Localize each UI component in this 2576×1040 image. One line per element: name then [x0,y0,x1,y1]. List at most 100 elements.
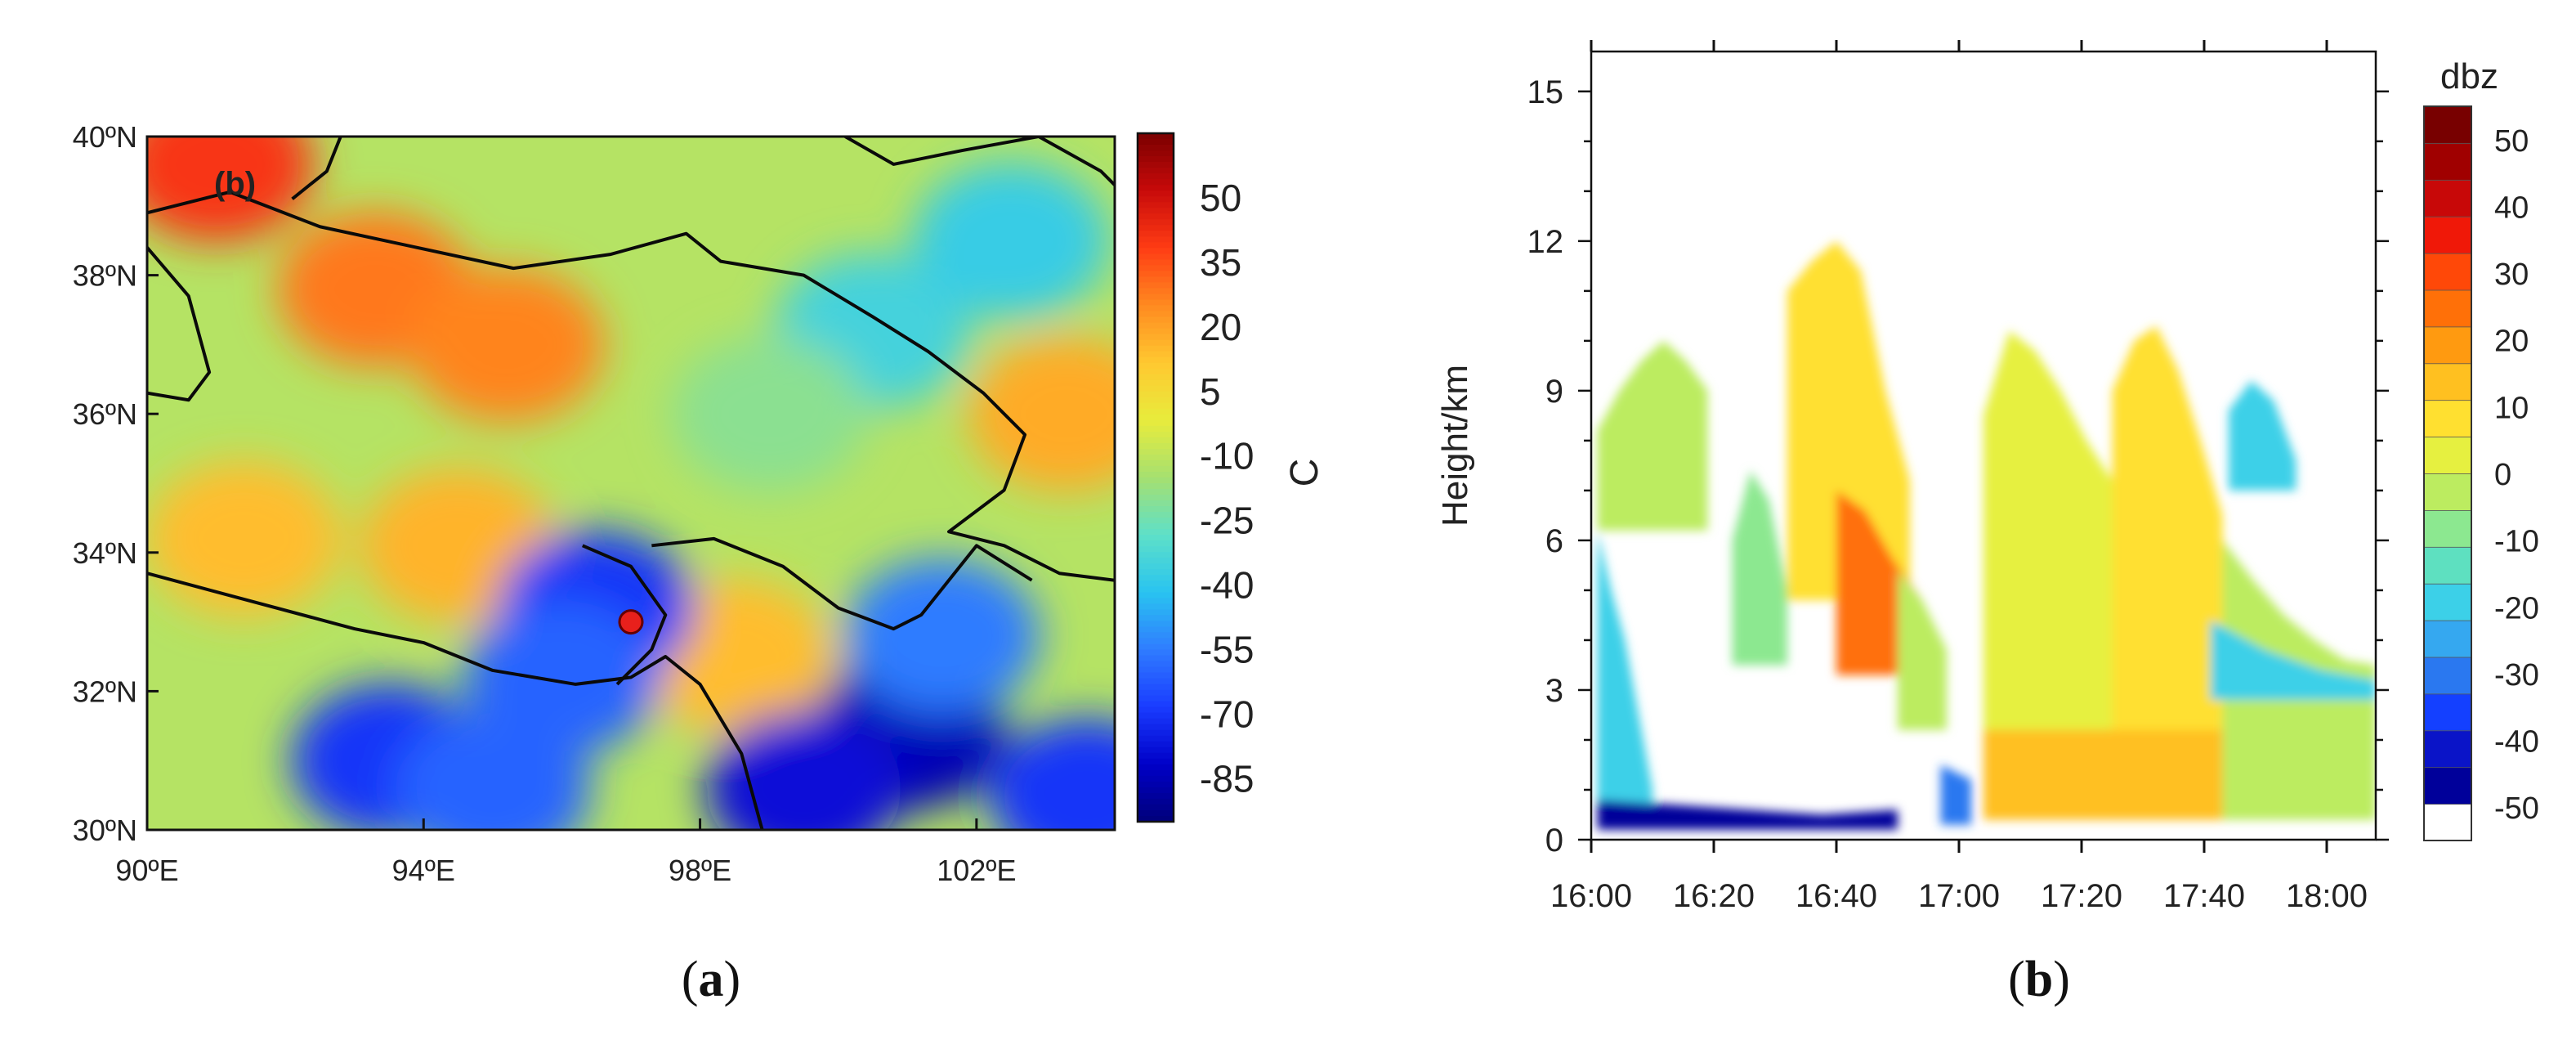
radar-x-axis: 16:00 16:20 16:40 17:00 17:20 17:40 18:00 [1550,40,2368,914]
colorbar-tick-label: 5 [1200,370,1221,413]
radar-y-axis: 0 3 6 9 12 15 [1527,74,2389,858]
colorbar-tick-label: -40 [1200,564,1254,607]
colorbar-swatch [1138,253,1174,261]
colorbar-swatch [1138,459,1174,467]
colorbar-swatch [1138,225,1174,232]
colorbar-bin [2423,216,2472,254]
colorbar-swatch [1138,305,1174,312]
colorbar-swatch [1138,798,1174,805]
colorbar-bin [2423,473,2472,511]
colorbar-swatch [1138,328,1174,335]
field-patch [989,717,1115,830]
colorbar-bin [2423,657,2472,695]
panel-b-radar: 16:00 16:20 16:40 17:00 17:20 17:40 18:00 0 3 6 9… [1435,40,2539,914]
colorbar-swatch [1138,368,1174,375]
colorbar-swatch [1138,414,1174,421]
colorbar-swatch [1138,139,1174,146]
colorbar-swatch [1138,609,1174,616]
echo-region [2210,620,2376,701]
colorbar-swatch [1138,775,1174,782]
colorbar-swatch [1138,356,1174,364]
y-tick-label: 12 [1527,224,1564,260]
boundary-line [291,137,342,200]
caption-b: (b) [2008,952,2070,1007]
colorbar-tick-label: -40 [2494,725,2539,760]
y-tick-label: 15 [1527,74,1564,110]
reflectivity-field [1597,240,2376,830]
echo-region [1597,800,1898,830]
colorbar-swatch [1138,477,1174,485]
colorbar-swatch [1138,724,1174,731]
colorbar-bin [2423,620,2472,658]
colorbar-swatch [1138,598,1174,605]
y-tick-label: 9 [1545,374,1563,410]
echo-region [1898,570,1947,730]
colorbar-swatch [1138,322,1174,329]
colorbar-swatch [1138,815,1174,823]
colorbar-bin [2423,583,2472,621]
x-tick-label: 102ºE [937,854,1016,887]
colorbar-swatch [1138,575,1174,582]
colorbar-swatch [1138,661,1174,668]
colorbar-bin [2423,142,2472,181]
colorbar-swatch [1138,632,1174,639]
x-tick-label: 17:20 [2041,878,2122,914]
colorbar-swatch [1138,202,1174,209]
x-tick-label: 90ºE [115,854,178,887]
colorbar-tick-label: 40 [2494,191,2529,225]
colorbar-bin [2423,766,2472,805]
y-tick-label: 6 [1545,523,1563,559]
echo-region [1597,340,1708,531]
colorbar-swatch [1138,518,1174,525]
colorbar-swatch [1138,265,1174,272]
colorbar-swatch [1138,569,1174,576]
colorbar-swatch [1138,558,1174,565]
colorbar-bin [2423,362,2472,401]
radar-frame [1590,50,2377,841]
colorbar-swatch [1138,540,1174,548]
colorbar-swatch [1138,621,1174,628]
colorbar-bin [2423,399,2472,438]
field-patch [705,711,902,830]
colorbar-swatch [1138,506,1174,513]
colorbar-swatch [1138,689,1174,697]
colorbar-swatch [1138,535,1174,542]
colorbar-swatch [1138,712,1174,719]
colorbar-swatch [1138,563,1174,571]
y-tick-label: 0 [1545,823,1563,858]
colorbar-swatch [1138,185,1174,192]
colorbar-tick-label: 20 [1200,306,1241,348]
colorbar-swatch [1138,529,1174,536]
colorbar-swatch [1138,339,1174,347]
temperature-field [147,137,1115,830]
colorbar-bin [2423,253,2472,291]
colorbar-swatch [1138,792,1174,800]
colorbar-swatch [1138,288,1174,295]
colorbar-swatch [1138,684,1174,691]
colorbar-swatch [1138,523,1174,531]
colorbar-swatch [1138,701,1174,708]
colorbar-swatch [1138,351,1174,358]
x-tick-label: 94ºE [392,854,455,887]
echo-region [1732,470,1787,666]
colorbar-swatch [1138,213,1174,221]
colorbar-tick-label: -30 [2494,658,2539,693]
colorbar-swatch [1138,495,1174,502]
colorbar-swatch [1138,781,1174,788]
field-patch [394,711,591,830]
colorbar-swatch [1138,483,1174,491]
colorbar-swatch [1138,156,1174,164]
colorbar-tick-label: 30 [2494,258,2529,292]
y-tick-label: 32ºN [73,675,137,708]
colorbar-swatch [1138,150,1174,158]
field-patch [147,137,315,242]
x-tick-label: 16:40 [1796,878,1877,914]
colorbar-swatch [1138,402,1174,410]
colorbar-swatch [1138,666,1174,674]
colorbar-tick-label: -70 [1200,693,1254,735]
colorbar-swatch [1138,208,1174,215]
field-patch [968,336,1115,492]
colorbar-swatch [1138,271,1174,278]
colorbar-bin [2423,546,2472,585]
map-x-axis: 90ºE 94ºE 98ºE 102ºE [115,818,1016,887]
